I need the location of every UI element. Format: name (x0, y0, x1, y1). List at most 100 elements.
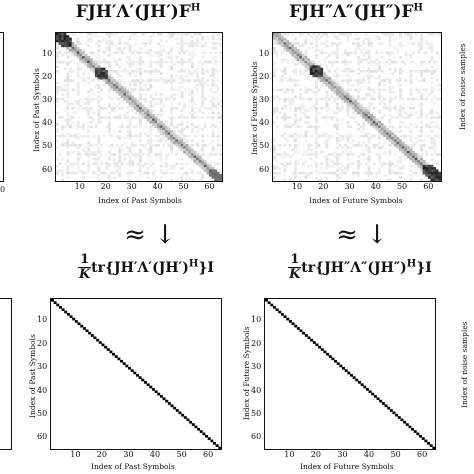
diagonal-cell (280, 313, 284, 316)
matrix-cell (325, 109, 329, 112)
matrix-cell (136, 169, 140, 173)
matrix-cell (131, 162, 135, 166)
matrix-cell (63, 67, 67, 71)
matrix-cell (304, 65, 308, 68)
matrix-cell (388, 113, 392, 117)
matrix-cell (304, 60, 308, 64)
matrix-cell (383, 130, 387, 133)
matrix-cell (128, 171, 132, 175)
matrix-cell (346, 100, 350, 103)
matrix-cell (128, 37, 132, 41)
matrix-cell (211, 116, 215, 119)
matrix-cell (107, 176, 111, 179)
matrix-cell (380, 88, 384, 92)
matrix-cell (175, 137, 179, 140)
matrix-cell (401, 107, 405, 110)
matrix-cell (203, 160, 207, 163)
matrix-cell (388, 130, 392, 133)
matrix-cell (92, 63, 96, 66)
matrix-cell (362, 125, 366, 129)
matrix-cell (190, 97, 194, 101)
matrix-cell (367, 118, 371, 122)
matrix-cell (115, 79, 119, 82)
matrix-cell (164, 153, 168, 156)
matrix-cell (425, 95, 429, 99)
x-axis-label: Index of Future Symbols (300, 462, 394, 471)
matrix-cell (211, 134, 215, 138)
matrix-cell (367, 157, 371, 161)
matrix-cell (273, 176, 276, 179)
matrix-cell (89, 51, 93, 55)
matrix-cell (420, 39, 423, 43)
matrix-cell (354, 104, 358, 108)
diagonal-cell (136, 374, 139, 377)
matrix-cell (167, 153, 171, 156)
y-tick-label: 20 (42, 72, 53, 82)
x-tick-label: 30 (344, 182, 355, 191)
matrix-cell (120, 88, 124, 92)
matrix-cell (76, 90, 80, 94)
matrix-cell (201, 76, 205, 80)
matrix-cell (113, 102, 116, 105)
matrix-cell (201, 157, 205, 161)
matrix-cell (385, 134, 389, 138)
matrix-cell (401, 109, 405, 112)
matrix-cell (383, 79, 387, 82)
matrix-cell (89, 46, 93, 50)
matrix-cell (338, 167, 342, 170)
matrix-cell (177, 123, 181, 126)
matrix-cell (115, 97, 119, 101)
matrix-cell (304, 120, 308, 124)
matrix-cell (180, 63, 184, 66)
matrix-cell (159, 127, 163, 131)
matrix-cell (113, 86, 116, 89)
matrix-cell (396, 139, 400, 142)
matrix-cell (378, 125, 381, 129)
matrix-cell (157, 51, 161, 55)
matrix-cell (170, 109, 174, 112)
matrix-cell (336, 155, 339, 159)
matrix-cell (97, 141, 101, 145)
matrix-cell (162, 79, 166, 82)
matrix-cell (214, 56, 218, 59)
matrix-cell (159, 107, 163, 110)
matrix-cell (126, 70, 129, 73)
matrix-cell (346, 39, 350, 43)
matrix-cell (273, 157, 276, 161)
matrix-cell (128, 160, 132, 163)
matrix-cell (280, 178, 284, 181)
matrix-cell (343, 60, 347, 64)
matrix-cell (159, 63, 163, 66)
matrix-cell (309, 79, 313, 82)
matrix-cell (71, 144, 75, 147)
matrix-cell (131, 88, 135, 92)
matrix-cell (388, 53, 392, 57)
matrix-cell (162, 144, 166, 147)
matrix-cell (105, 125, 109, 129)
matrix-cell (312, 160, 316, 163)
matrix-cell (149, 60, 153, 64)
matrix-cell (211, 72, 215, 75)
matrix-cell (378, 130, 381, 133)
matrix-cell (315, 53, 318, 57)
matrix-cell (110, 97, 114, 101)
matrix-cell (309, 67, 313, 71)
matrix-cell (430, 176, 434, 179)
matrix-cell (294, 118, 297, 122)
matrix-cell (94, 60, 98, 64)
matrix-cell (211, 132, 215, 136)
matrix-cell (100, 76, 103, 80)
matrix-cell (58, 35, 62, 38)
matrix-cell (435, 60, 439, 64)
matrix-cell (219, 37, 222, 41)
matrix-cell (68, 150, 72, 154)
matrix-cell (118, 116, 122, 119)
matrix-cell (190, 104, 194, 108)
matrix-cell (66, 137, 70, 140)
matrix-cell (320, 178, 324, 181)
diagonal-cell (175, 409, 179, 412)
matrix-cell (115, 70, 119, 73)
matrix-cell (312, 90, 316, 94)
matrix-cell (164, 39, 168, 43)
matrix-cell (188, 72, 192, 75)
